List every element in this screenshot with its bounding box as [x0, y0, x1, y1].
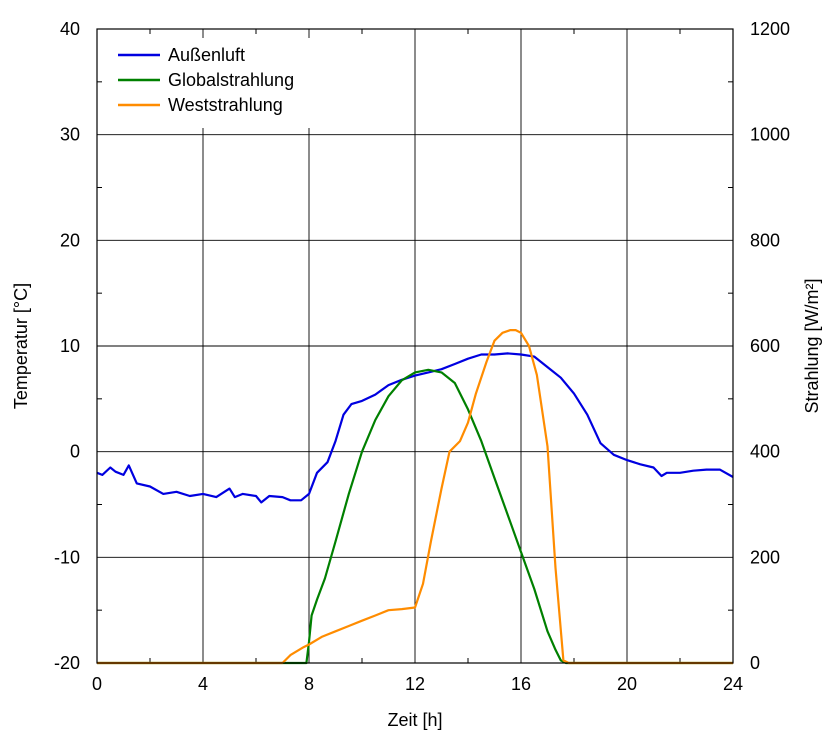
x-axis-ticks: 0 4 8 12 16 20 24 — [92, 29, 743, 694]
series-lines — [96, 329, 734, 665]
left-tick-label: 0 — [70, 442, 80, 462]
left-tick-label: -10 — [54, 547, 80, 567]
plot-frame — [96, 28, 734, 664]
x-tick-label: 20 — [617, 674, 637, 694]
right-tick-label: 1000 — [750, 125, 790, 145]
legend-box — [113, 38, 371, 128]
right-tick-label: 800 — [750, 230, 780, 250]
series-line-globalstrahlung — [97, 368, 733, 665]
right-axis-ticks: 0 200 400 600 800 1000 1200 — [728, 19, 790, 673]
right-tick-label: 200 — [750, 547, 780, 567]
x-tick-label: 16 — [511, 674, 531, 694]
left-tick-label: 30 — [60, 125, 80, 145]
legend-label: Weststrahlung — [168, 95, 283, 115]
series-line-au-enluft — [96, 352, 734, 504]
left-tick-label: 20 — [60, 230, 80, 250]
x-axis-label: Zeit [h] — [387, 710, 442, 730]
left-axis-ticks: -20 -10 0 10 20 30 40 — [54, 19, 102, 673]
left-tick-label: 10 — [60, 336, 80, 356]
left-tick-label: 40 — [60, 19, 80, 39]
grid — [97, 29, 733, 663]
legend-label: Außenluft — [168, 45, 245, 65]
series-line-weststrahlung — [97, 329, 733, 665]
right-tick-label: 1200 — [750, 19, 790, 39]
left-axis-label: Temperatur [°C] — [11, 283, 31, 409]
x-tick-label: 12 — [405, 674, 425, 694]
x-tick-label: 0 — [92, 674, 102, 694]
right-tick-label: 0 — [750, 653, 760, 673]
x-tick-label: 4 — [198, 674, 208, 694]
right-tick-label: 600 — [750, 336, 780, 356]
right-tick-label: 400 — [750, 442, 780, 462]
legend: Außenluft Globalstrahlung Weststrahlung — [113, 38, 371, 128]
x-tick-label: 8 — [304, 674, 314, 694]
x-tick-label: 24 — [723, 674, 743, 694]
right-axis-label: Strahlung [W/m²] — [802, 278, 822, 413]
legend-label: Globalstrahlung — [168, 70, 294, 90]
left-tick-label: -20 — [54, 653, 80, 673]
